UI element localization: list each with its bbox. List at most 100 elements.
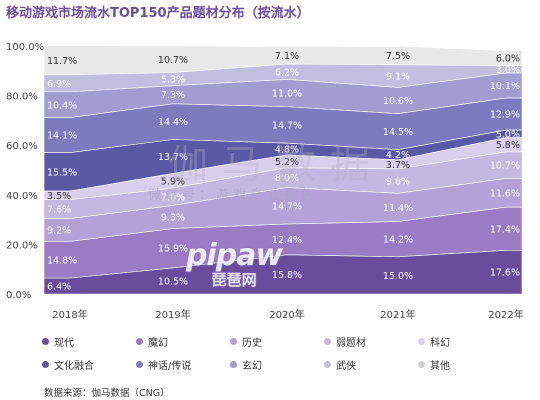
- data-label: 7.1%: [275, 51, 299, 62]
- legend-label: 神话/传说: [148, 361, 192, 372]
- legend-label: 魔幻: [148, 338, 168, 349]
- legend-swatch: [42, 361, 49, 368]
- data-label: 3.5%: [47, 191, 71, 202]
- legend-label: 玄幻: [242, 361, 262, 372]
- y-tick-label: 100.0%: [6, 42, 44, 53]
- data-label: 11.0%: [272, 89, 302, 100]
- watermark-text: 伽马数据: [168, 142, 384, 188]
- legend-label: 弱题材: [336, 338, 366, 349]
- legend-item: 其他: [418, 357, 512, 372]
- data-source: 数据来源：伽马数据（CNG）: [44, 388, 170, 399]
- legend-label: 其他: [430, 361, 450, 372]
- y-tick-label: 0.0%: [6, 290, 31, 301]
- stacked-area-chart: 0.0% 20.0% 40.0% 60.0% 80.0% 100.0% 2018年 2019…: [6, 42, 524, 321]
- x-tick-label: 2018年: [52, 308, 87, 321]
- data-label: 7.5%: [386, 51, 410, 62]
- data-label: 6.9%: [47, 79, 71, 90]
- legend-item: 武侠: [324, 357, 418, 372]
- data-label: 8.0%: [275, 173, 299, 184]
- data-label: 5.9%: [161, 176, 185, 187]
- data-label: 6.4%: [47, 282, 71, 293]
- logo-text: pipaw: [186, 238, 283, 273]
- legend-item: 弱题材: [324, 334, 418, 349]
- data-label: 15.8%: [272, 270, 302, 281]
- data-label: 3.7%: [386, 160, 410, 171]
- data-label: 4.2%: [386, 150, 410, 161]
- data-label: 6.0%: [496, 54, 520, 65]
- legend-item: 神话/传说: [136, 357, 230, 372]
- x-tick-label: 2022年: [488, 308, 523, 321]
- data-label: 12.4%: [272, 235, 302, 246]
- y-tick-label: 20.0%: [6, 240, 38, 251]
- data-label: 12.9%: [490, 110, 520, 121]
- data-label: 14.5%: [383, 127, 413, 138]
- y-tick-label: 60.0%: [6, 141, 38, 152]
- legend-item: 魔幻: [136, 334, 230, 349]
- x-tick-label: 2021年: [380, 308, 415, 321]
- data-label: 6.2%: [275, 67, 299, 78]
- data-label: 10.7%: [490, 161, 520, 172]
- legend-label: 文化融合: [54, 361, 94, 372]
- legend-item: 科幻: [418, 334, 512, 349]
- data-label: 5.0%: [496, 129, 520, 140]
- legend-item: 历史: [230, 334, 324, 349]
- legend-label: 现代: [54, 338, 74, 349]
- data-label: 5.3%: [161, 75, 185, 86]
- legend-swatch: [230, 338, 237, 345]
- chart-title: 移动游戏市场流水TOP150产品题材分布（按流水）: [6, 6, 310, 21]
- y-axis-ticks: 0.0% 20.0% 40.0% 60.0% 80.0% 100.0%: [6, 42, 44, 301]
- data-label: 9.8%: [386, 177, 410, 188]
- data-label: 14.7%: [272, 120, 302, 131]
- data-label: 10.7%: [158, 55, 188, 66]
- legend-label: 科幻: [430, 338, 450, 349]
- legend-swatch: [418, 338, 425, 345]
- data-label: 14.1%: [47, 131, 77, 142]
- data-label: 17.4%: [490, 224, 520, 235]
- legend-swatch: [136, 338, 143, 345]
- watermark-subtext: 微信号：游戏产业报告: [148, 188, 319, 203]
- legend-swatch: [42, 338, 49, 345]
- data-label: 7.3%: [161, 90, 185, 101]
- y-tick-label: 80.0%: [6, 92, 38, 103]
- legend-item: 现代: [42, 334, 136, 349]
- legend-swatch: [324, 338, 331, 345]
- data-label: 15.9%: [158, 244, 188, 255]
- data-label: 14.7%: [272, 201, 302, 212]
- data-label: 5.2%: [275, 157, 299, 168]
- legend-swatch: [230, 361, 237, 368]
- logo-subtext: 琵琶网: [211, 271, 257, 289]
- data-label: 11.7%: [47, 56, 77, 67]
- data-label: 10.5%: [158, 276, 188, 287]
- y-tick-label: 40.0%: [6, 191, 38, 202]
- legend-swatch: [136, 361, 143, 368]
- data-label: 3.0%: [496, 65, 520, 76]
- legend-swatch: [324, 361, 331, 368]
- data-labels: 6.4% 10.5% 15.8% 15.0% 17.6% 14.8% 15.9% 12.4% 1…: [47, 51, 520, 293]
- data-label: 11.6%: [490, 188, 520, 199]
- data-label: 11.4%: [383, 203, 413, 214]
- x-tick-label: 2020年: [269, 308, 304, 321]
- x-tick-label: 2019年: [155, 308, 190, 321]
- legend-item: 文化融合: [42, 357, 136, 372]
- data-label: 5.8%: [496, 140, 520, 151]
- data-label: 15.0%: [383, 271, 413, 282]
- pipaw-logo: pipaw 琵琶网: [186, 238, 283, 290]
- data-label: 10.1%: [490, 81, 520, 92]
- area-layers: [43, 45, 523, 295]
- data-label: 9.2%: [47, 226, 71, 237]
- data-label: 14.2%: [383, 235, 413, 246]
- legend: 现代 魔幻 历史 弱题材 科幻文化融合 神话/传说 玄幻 武侠 其他: [42, 334, 512, 372]
- legend-item: 玄幻: [230, 357, 324, 372]
- data-label: 7.0%: [161, 192, 185, 203]
- data-label: 10.4%: [47, 100, 77, 111]
- legend-label: 历史: [242, 338, 262, 349]
- data-label: 10.6%: [383, 96, 413, 107]
- data-label: 17.6%: [490, 268, 520, 279]
- data-label: 4.8%: [275, 145, 299, 156]
- legend-swatch: [418, 361, 425, 368]
- data-label: 14.8%: [47, 255, 77, 266]
- legend-label: 武侠: [336, 361, 356, 372]
- data-label: 13.7%: [158, 152, 188, 163]
- data-label: 9.3%: [161, 212, 185, 223]
- data-label: 7.6%: [47, 205, 71, 216]
